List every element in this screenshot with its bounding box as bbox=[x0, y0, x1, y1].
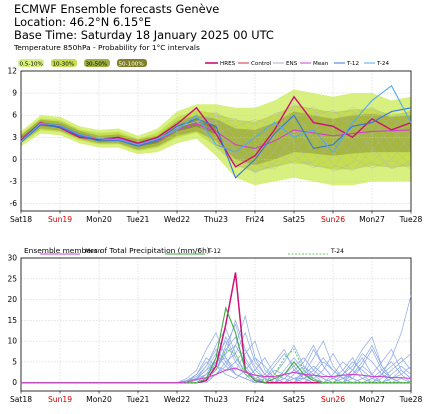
legend-swatch-band3 bbox=[84, 59, 110, 67]
precip-legend: Mean T-12 T-24 bbox=[40, 248, 344, 255]
precip-series-mean bbox=[21, 367, 412, 384]
temp-xtick-9: Mon27 bbox=[359, 215, 385, 224]
series-legend: HRES Control ENS Mean T-12 T-24 bbox=[205, 61, 389, 67]
precip-xtick-3: Tue21 bbox=[126, 395, 150, 404]
precip-frame bbox=[20, 257, 412, 392]
temp-ytick-2: 0 bbox=[12, 155, 17, 164]
precip-ytick-3: 15 bbox=[7, 316, 17, 325]
precip-xtick-10: Tue28 bbox=[399, 395, 423, 404]
temp-ytick-3: 3 bbox=[12, 133, 17, 142]
precip-ytick-5: 25 bbox=[7, 274, 17, 283]
temperature-chart-title: Temperature 850hPa - Probability for 1°C… bbox=[14, 43, 200, 52]
temp-ytick-4: 6 bbox=[12, 111, 17, 120]
temp-xtick-5: Thu23 bbox=[203, 215, 228, 224]
precip-xtick-9: Mon27 bbox=[359, 395, 385, 404]
temp-xtick-2: Mon20 bbox=[86, 215, 112, 224]
forecast-title: ECMWF Ensemble forecasts Genève bbox=[14, 2, 220, 16]
precip-legend-label-t24: T-24 bbox=[330, 248, 344, 255]
temp-xtick-10: Tue28 bbox=[399, 215, 423, 224]
legend-label-hres: HRES bbox=[220, 61, 236, 67]
temperature-plot: -6 -3 0 3 6 9 12 Sat18 Sun19 Mon20 Tue21 Wed22 Thu23… bbox=[7, 67, 422, 225]
location-line: Location: 46.2°N 6.15°E bbox=[14, 15, 152, 29]
legend-label-mean: Mean bbox=[313, 61, 329, 67]
legend-label-t12: T-12 bbox=[346, 61, 359, 67]
precip-xtick-6: Fri24 bbox=[246, 395, 265, 404]
temp-xtick-0: Sat18 bbox=[10, 215, 32, 224]
precip-series-t-24 bbox=[21, 348, 411, 384]
precip-xtick-2: Mon20 bbox=[86, 395, 112, 404]
precipitation-chart-title: Ensemble members of Total Precipitation … bbox=[24, 246, 210, 255]
precipitation-plot: 0 5 10 15 20 25 30 Sat18 Sun19 Mon20 Tue21 Wed22 Thu… bbox=[7, 254, 422, 405]
legend-label-control: Control bbox=[251, 61, 272, 67]
legend-label-ens: ENS bbox=[286, 61, 298, 67]
legend-swatch-band2 bbox=[51, 59, 77, 67]
precip-legend-label-t12: T-12 bbox=[207, 248, 221, 255]
temp-xtick-6: Fri24 bbox=[246, 215, 265, 224]
precip-legend-label-mean: Mean bbox=[85, 248, 102, 255]
temp-xtick-1: Sun19 bbox=[48, 215, 72, 224]
legend-label-band2: 10-30% bbox=[53, 62, 75, 68]
probability-legend: 0.5-10% 10-30% 30-50% 50-100% bbox=[18, 59, 147, 68]
legend-label-band4: 50-100% bbox=[119, 62, 144, 68]
temp-ytick-5: 9 bbox=[12, 89, 17, 98]
temp-xtick-4: Wed22 bbox=[164, 215, 190, 224]
temp-ytick-1: -3 bbox=[10, 177, 18, 186]
precip-ytick-4: 20 bbox=[7, 295, 17, 304]
legend-label-band1: 0.5-10% bbox=[20, 62, 43, 68]
precip-ytick-0: 0 bbox=[12, 378, 17, 387]
precip-ytick-2: 10 bbox=[7, 337, 17, 346]
temp-ytick-6: 12 bbox=[7, 67, 17, 76]
legend-swatch-band1 bbox=[18, 59, 44, 67]
legend-label-t24: T-24 bbox=[376, 61, 389, 67]
temp-ytick-0: -6 bbox=[10, 199, 18, 208]
precip-xtick-7: Sat25 bbox=[283, 395, 305, 404]
legend-label-band3: 30-50% bbox=[86, 62, 108, 68]
precip-xtick-5: Thu23 bbox=[203, 395, 228, 404]
base-time-line: Base Time: Saturday 18 January 2025 00 U… bbox=[14, 28, 274, 42]
temp-xtick-3: Tue21 bbox=[126, 215, 150, 224]
legend-swatch-band4 bbox=[117, 59, 147, 67]
temp-xtick-7: Sat25 bbox=[283, 215, 305, 224]
precip-xtick-0: Sat18 bbox=[10, 395, 32, 404]
precip-xtick-4: Wed22 bbox=[164, 395, 190, 404]
precip-xtick-1: Sun19 bbox=[48, 395, 72, 404]
temp-series-t-24 bbox=[20, 84, 412, 154]
precip-ytick-6: 30 bbox=[7, 254, 17, 263]
precip-xtick-8: Sun26 bbox=[321, 395, 345, 404]
temp-xtick-8: Sun26 bbox=[321, 215, 345, 224]
precip-ytick-1: 5 bbox=[12, 357, 17, 366]
